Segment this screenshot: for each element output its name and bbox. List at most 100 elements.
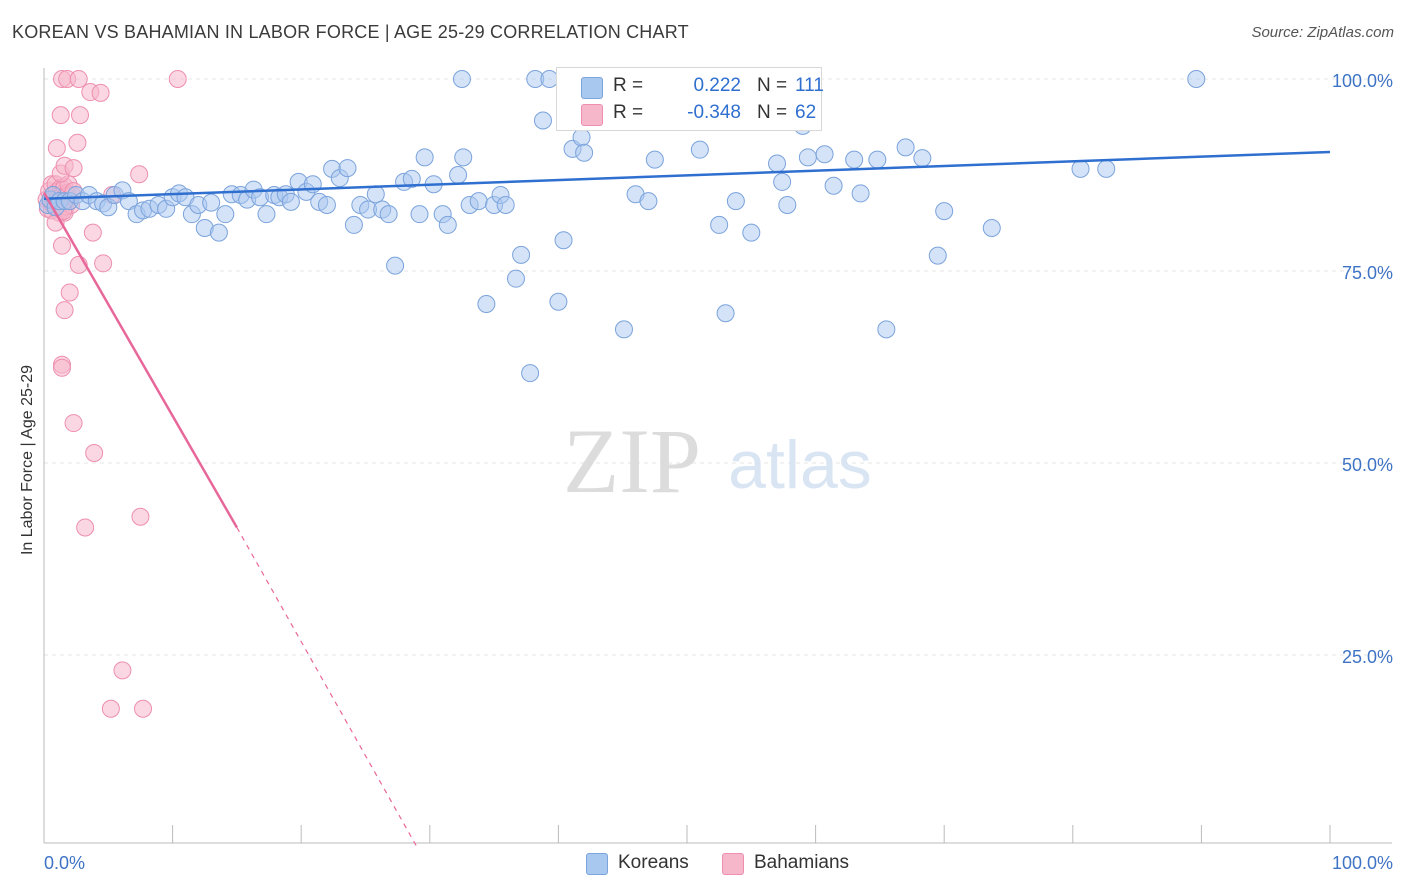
korean-point bbox=[928, 246, 947, 265]
korean-point bbox=[469, 192, 488, 211]
korean-point bbox=[317, 195, 336, 214]
y-tick-label: 25.0% bbox=[1342, 647, 1393, 667]
korean-point bbox=[438, 215, 457, 234]
korean-trend-line bbox=[43, 150, 1331, 201]
korean-point bbox=[726, 192, 745, 211]
korean-point bbox=[868, 150, 887, 169]
bahamian-point bbox=[53, 236, 72, 255]
korean-point bbox=[454, 148, 473, 167]
bahamian-point bbox=[64, 414, 83, 433]
korean-point bbox=[639, 192, 658, 211]
korean-point bbox=[742, 223, 761, 242]
bahamian-point bbox=[130, 165, 149, 184]
korean-point bbox=[1071, 159, 1090, 178]
tick-labels: 25.0% 50.0% 75.0% 100.0% 0.0% 100.0% bbox=[44, 71, 1393, 873]
korean-point bbox=[716, 304, 735, 323]
korean-r-label: R = bbox=[613, 75, 644, 96]
bahamian-point bbox=[131, 507, 150, 526]
korean-point bbox=[710, 215, 729, 234]
korean-point bbox=[572, 128, 591, 147]
bahamian-point bbox=[60, 283, 79, 302]
bahamian-trend-extension bbox=[236, 527, 418, 848]
korean-point bbox=[202, 193, 221, 212]
correlation-legend: R = 0.222 N = 111 R = -0.348 N = 62 bbox=[556, 67, 824, 131]
bahamian-point bbox=[71, 106, 90, 125]
korean-points bbox=[38, 70, 1206, 383]
korean-point bbox=[496, 195, 515, 214]
korean-point bbox=[449, 166, 468, 184]
y-tick-label: 75.0% bbox=[1342, 263, 1393, 283]
bahamian-point bbox=[68, 133, 87, 152]
bahamian-point bbox=[53, 358, 72, 377]
bahamian-point bbox=[83, 223, 102, 242]
korean-point bbox=[778, 195, 797, 214]
y-tick-label: 50.0% bbox=[1342, 455, 1393, 475]
korean-point bbox=[690, 140, 709, 159]
bahamian-point bbox=[94, 254, 113, 273]
korean-point bbox=[402, 169, 421, 188]
korean-point bbox=[281, 192, 300, 211]
bahamian-point bbox=[69, 70, 88, 88]
korean-point bbox=[209, 223, 228, 242]
korean-point bbox=[549, 292, 568, 311]
korean-point bbox=[379, 205, 398, 224]
trend-lines bbox=[42, 150, 1331, 848]
bahamian-point bbox=[134, 699, 153, 718]
watermark: ZIP atlas bbox=[563, 410, 872, 512]
korean-point bbox=[851, 184, 870, 203]
korean-point bbox=[1187, 70, 1206, 88]
korean-point bbox=[512, 245, 531, 264]
korean-point bbox=[575, 143, 594, 162]
korean-point bbox=[935, 202, 954, 221]
korean-point bbox=[506, 269, 525, 288]
y-tick-label: 100.0% bbox=[1332, 71, 1393, 91]
korean-point bbox=[877, 320, 896, 339]
bahamian-point bbox=[85, 444, 104, 463]
korean-point bbox=[338, 159, 357, 178]
korean-point bbox=[768, 154, 787, 173]
korean-point bbox=[477, 295, 496, 314]
korean-point bbox=[824, 176, 843, 195]
bahamian-n-value: 62 bbox=[795, 102, 817, 123]
bahamian-point bbox=[47, 139, 66, 158]
chart-title: KOREAN VS BAHAMIAN IN LABOR FORCE | AGE … bbox=[12, 22, 689, 42]
korean-point bbox=[645, 150, 664, 169]
korean-point bbox=[216, 205, 235, 224]
korean-point bbox=[982, 218, 1001, 237]
watermark-atlas: atlas bbox=[728, 427, 872, 503]
bahamian-trend-line bbox=[42, 192, 238, 529]
korean-point bbox=[410, 205, 429, 224]
korean-swatch bbox=[581, 77, 603, 99]
korean-point bbox=[415, 148, 434, 167]
korean-point bbox=[798, 148, 817, 167]
korean-point bbox=[452, 70, 471, 88]
x-tick-label-min: 0.0% bbox=[44, 853, 85, 873]
korean-point bbox=[1097, 159, 1116, 178]
gridlines bbox=[44, 78, 1392, 656]
bahamian-point bbox=[113, 661, 132, 680]
korean-point bbox=[554, 231, 573, 250]
x-tick-label-max: 100.0% bbox=[1332, 853, 1393, 873]
korean-point bbox=[773, 172, 792, 191]
bahamian-swatch bbox=[581, 104, 603, 126]
source-note: Source: ZipAtlas.com bbox=[1251, 24, 1394, 41]
bahamian-n-label: N = bbox=[757, 102, 788, 123]
bahamian-point bbox=[91, 83, 110, 102]
korean-n-label: N = bbox=[757, 75, 788, 96]
korean-point bbox=[386, 256, 405, 275]
korean-point bbox=[845, 150, 864, 169]
bahamian-point bbox=[64, 159, 83, 178]
korean-point bbox=[896, 138, 915, 157]
watermark-zip: ZIP bbox=[563, 410, 701, 512]
bahamian-point bbox=[168, 70, 187, 88]
legend-bahamians-label: Bahamians bbox=[754, 852, 850, 873]
bahamian-r-label: R = bbox=[613, 102, 644, 123]
bahamian-point bbox=[51, 106, 70, 125]
korean-point bbox=[366, 185, 385, 204]
legend-koreans-label: Koreans bbox=[618, 852, 689, 873]
bahamian-r-value: -0.348 bbox=[687, 102, 741, 123]
legend-bahamians-swatch bbox=[722, 853, 744, 875]
korean-point bbox=[913, 149, 932, 168]
bahamian-points bbox=[37, 70, 187, 718]
legend-koreans-swatch bbox=[586, 853, 608, 875]
